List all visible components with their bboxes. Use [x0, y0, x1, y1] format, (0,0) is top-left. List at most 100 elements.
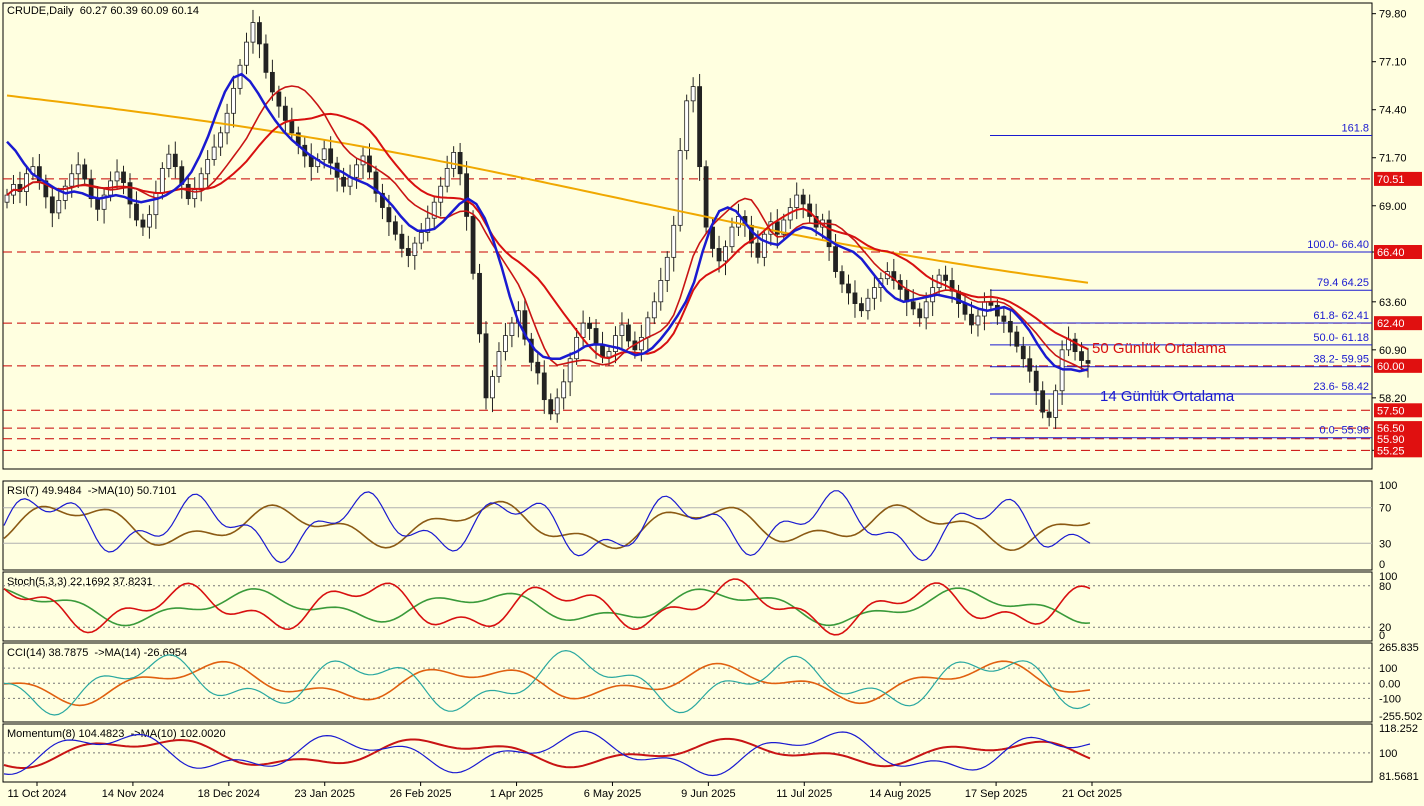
candle-body: [833, 246, 838, 272]
fib-label: 23.6- 58.42: [1313, 381, 1369, 393]
candle-body: [490, 376, 495, 399]
price-tick-label: 74.40: [1379, 105, 1407, 117]
candle-body: [962, 303, 968, 315]
candle-body: [224, 112, 230, 134]
indicator-tick-label: -100: [1379, 693, 1401, 705]
candle-body: [697, 86, 703, 168]
candle-body: [975, 315, 981, 326]
candle-body: [380, 192, 385, 208]
candle-body: [871, 287, 877, 299]
candle-body: [503, 335, 508, 353]
candle-body: [651, 301, 657, 319]
candle-body: [613, 335, 618, 353]
price-tick-label: 60.90: [1379, 345, 1407, 357]
candle-body: [587, 322, 592, 329]
candle-body: [567, 358, 573, 383]
candle-body: [548, 399, 554, 415]
candle-body: [289, 119, 295, 134]
indicator-tick-label: 0.00: [1379, 678, 1400, 690]
candle-body: [638, 336, 644, 351]
candle-body: [561, 381, 567, 399]
price-tick-label: 63.60: [1379, 297, 1407, 309]
indicator-main-line: [3, 730, 1091, 777]
panel-frame-1: [2, 480, 1373, 571]
candle-body: [1053, 390, 1059, 418]
candle-body: [257, 22, 262, 45]
candle-body: [658, 280, 664, 303]
indicator-tick-label: 100: [1379, 480, 1397, 492]
indicator-tick-label: 0: [1379, 559, 1385, 571]
price-tick-label: 58.20: [1379, 393, 1407, 405]
candle-body: [969, 313, 974, 326]
candle-body: [341, 176, 346, 187]
candle-body: [56, 200, 62, 214]
fib-label: 100.0- 66.40: [1307, 239, 1369, 251]
date-label: 6 May 2025: [584, 788, 641, 800]
candle-body: [483, 333, 489, 399]
fib-label: 38.2- 59.95: [1313, 354, 1369, 366]
level-badge: [1374, 171, 1422, 186]
candle-body: [1072, 338, 1078, 353]
momentum-header: Momentum(8) 104.4823 ->MA(10) 102.0020: [7, 728, 226, 740]
candle-body: [101, 194, 107, 210]
candle-body: [522, 310, 528, 340]
date-label: 21 Oct 2025: [1062, 788, 1122, 800]
candle-body: [392, 221, 398, 235]
candle-body: [606, 351, 612, 358]
candle-body: [684, 100, 690, 152]
level-badge: [1374, 443, 1422, 458]
candle-body: [438, 185, 444, 203]
candle-body: [1040, 390, 1046, 413]
candle-body: [231, 87, 236, 114]
indicator-tick-label: 30: [1379, 538, 1391, 550]
candle-body: [431, 201, 437, 219]
indicator-tick-label: 70: [1379, 503, 1391, 515]
date-label: 9 Jun 2025: [681, 788, 735, 800]
candle-body: [619, 324, 625, 337]
candle-body: [412, 242, 418, 256]
indicator-main-line: [4, 649, 1091, 716]
candle-body: [496, 351, 502, 377]
candle-body: [147, 214, 152, 228]
date-label: 14 Nov 2024: [102, 788, 164, 800]
candle-body: [852, 292, 858, 304]
candle-body: [554, 397, 560, 415]
candle-body: [729, 226, 735, 248]
indicator-tick-label: 80: [1379, 581, 1391, 593]
candle-body: [1020, 345, 1026, 360]
date-label: 1 Apr 2025: [490, 788, 543, 800]
indicator-signal-line: [3, 500, 1091, 552]
price-tick-label: 79.80: [1379, 9, 1407, 21]
date-label: 11 Jul 2025: [776, 788, 832, 800]
level-badge: [1374, 431, 1422, 446]
fib-label: 50.0- 61.18: [1313, 332, 1369, 344]
candle-body: [121, 171, 126, 184]
price-tick-label: 69.00: [1379, 201, 1407, 213]
candle-body: [736, 216, 741, 228]
candle-body: [1014, 331, 1020, 347]
fib-label: 79.4 64.25: [1317, 277, 1369, 289]
fib-label: 0.0- 55.96: [1319, 425, 1369, 437]
panel-frame-2: [2, 571, 1373, 642]
candle-body: [88, 178, 94, 200]
level-badge-label: 62.40: [1377, 318, 1405, 330]
indicator-tick-label: 100: [1379, 663, 1397, 675]
indicator-tick-label: 118.252: [1379, 723, 1418, 735]
candle-body: [664, 256, 670, 281]
candle-body: [839, 271, 845, 285]
candle-body: [218, 132, 224, 148]
candle-body: [794, 194, 800, 208]
candle-body: [269, 71, 275, 93]
candle-body: [910, 301, 916, 310]
indicator-tick-label: -255.502: [1379, 711, 1422, 723]
candle-body: [282, 105, 288, 121]
candle-body: [237, 64, 243, 89]
candle-body: [477, 272, 482, 335]
candle-body: [1085, 360, 1091, 364]
candle-body: [671, 224, 677, 258]
candle-body: [373, 171, 379, 194]
candle-body: [69, 173, 75, 187]
candle-body: [159, 168, 165, 194]
candle-body: [716, 248, 722, 262]
